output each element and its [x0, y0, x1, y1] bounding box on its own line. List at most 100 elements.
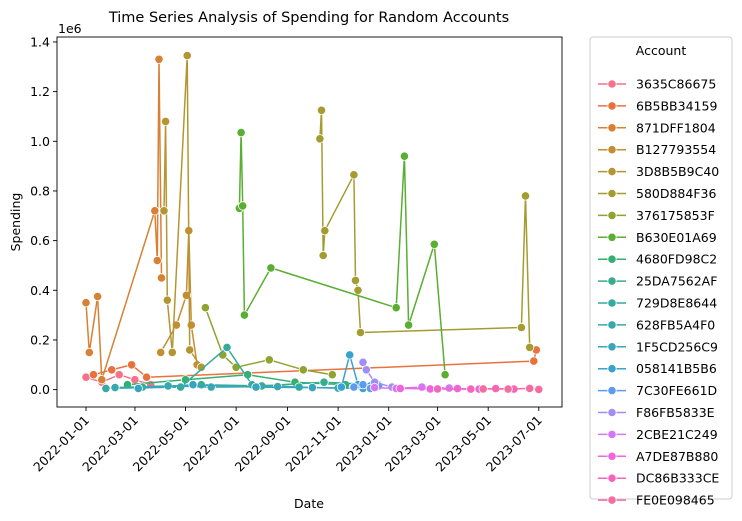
data-point-15-1	[361, 365, 371, 375]
legend: Account 3635C86675 6B5BB34159 871DFF1804 B1…	[589, 36, 733, 508]
data-point-7-1	[236, 128, 246, 138]
legend-label-19: FE0E098465	[636, 493, 715, 508]
chart-title: Time Series Analysis of Spending for Ran…	[108, 10, 509, 26]
legend-label-5: 580D884F36	[636, 186, 716, 201]
series-line-5	[319, 109, 531, 348]
x-axis-label: Date	[294, 496, 324, 511]
data-point-2-5	[152, 255, 162, 266]
y-axis: 0.0 0.2 0.4 0.6 0.8 1.0 1.2 1.4	[30, 34, 57, 397]
data-point-5-7	[355, 327, 366, 338]
y-tick-label-6: 1.2	[30, 84, 50, 99]
data-point-4-4	[182, 50, 192, 61]
legend-marker-18	[607, 473, 617, 483]
legend-label-11: 628FB5A4F0	[636, 317, 715, 332]
legend-marker-8	[607, 254, 617, 264]
data-point-2-1	[84, 347, 94, 357]
data-point-12-0	[133, 383, 143, 393]
data-point-6-5	[327, 370, 337, 380]
legend-marker-9	[607, 276, 617, 286]
x-axis: 2022-01-012022-03-012022-05-012022-07-01…	[30, 407, 545, 474]
data-point-5-5	[350, 275, 361, 285]
data-point-5-0	[315, 134, 325, 144]
data-point-5-3	[320, 226, 330, 236]
legend-frame	[589, 36, 733, 500]
data-point-4-2	[162, 295, 172, 305]
legend-marker-7	[607, 232, 617, 242]
data-point-5-6	[353, 285, 363, 295]
data-point-18-0	[432, 384, 443, 394]
series-line-7	[238, 131, 446, 375]
data-point-14-1	[358, 380, 368, 390]
legend-label-2: 871DFF1804	[636, 120, 716, 135]
legend-label-1: 6B5BB34159	[636, 98, 717, 113]
legend-label-0: 3635C86675	[636, 77, 716, 92]
y-tick-label-2: 0.4	[30, 283, 50, 298]
data-point-3-4	[186, 320, 196, 330]
data-point-12-3	[307, 382, 317, 393]
legend-marker-6	[607, 210, 617, 220]
data-point-4-1	[161, 116, 171, 127]
data-point-2-2	[93, 291, 103, 302]
y-offset-label: 1e6	[58, 21, 82, 36]
data-point-2-3	[97, 375, 107, 385]
y-tick-label-7: 1.4	[30, 34, 50, 49]
y-tick-label-0: 0.0	[30, 382, 50, 397]
data-point-11-0	[110, 382, 120, 393]
data-point-1-2	[127, 360, 137, 370]
legend-title: Account	[636, 43, 687, 58]
data-point-10-1	[176, 382, 186, 392]
legend-marker-4	[607, 167, 617, 177]
data-point-5-4	[349, 170, 359, 180]
data-point-3-0	[156, 347, 166, 357]
data-point-7-5	[391, 303, 401, 313]
data-point-5-8	[516, 322, 527, 333]
y-tick-label-4: 0.8	[30, 183, 50, 198]
data-point-14-0	[349, 382, 359, 392]
data-point-6-4	[298, 365, 308, 375]
legend-label-13: 058141B5B6	[636, 361, 717, 376]
y-tick-label-5: 1.0	[30, 134, 50, 149]
data-point-13-0	[336, 382, 346, 392]
data-point-7-3	[239, 310, 249, 320]
legend-label-18: DC86B333CE	[636, 471, 719, 486]
legend-marker-2	[607, 123, 617, 133]
data-point-4-6	[196, 362, 206, 372]
data-point-7-2	[238, 201, 248, 211]
data-point-2-6	[154, 54, 164, 64]
legend-marker-13	[607, 364, 617, 374]
data-point-12-2	[251, 382, 261, 392]
legend-marker-17	[607, 451, 617, 461]
legend-marker-14	[607, 385, 617, 396]
data-point-15-0	[358, 357, 368, 367]
data-point-5-9	[520, 191, 531, 201]
legend-label-14: 7C30FE661D	[636, 383, 717, 398]
data-point-5-2	[318, 250, 328, 261]
data-point-0-2	[114, 370, 124, 380]
legend-marker-10	[607, 298, 617, 308]
data-point-5-10	[525, 342, 535, 352]
series-line-6	[204, 307, 333, 376]
legend-label-6: 376175853F	[636, 208, 715, 223]
data-point-2-7	[156, 273, 167, 283]
data-point-16-0	[369, 382, 380, 393]
data-point-0-3	[130, 375, 140, 385]
data-point-1-3	[142, 372, 152, 382]
legend-marker-5	[607, 188, 617, 199]
legend-label-16: 2CBE21C249	[636, 427, 718, 442]
data-point-18-1	[466, 384, 476, 394]
legend-label-4: 3D8B5B9C40	[636, 164, 719, 179]
data-point-7-8	[429, 239, 439, 249]
legend-marker-0	[607, 79, 617, 89]
legend-label-8: 4680FD98C2	[636, 252, 717, 267]
y-tick-label-1: 0.2	[30, 332, 50, 347]
legend-marker-1	[607, 101, 617, 111]
legend-marker-11	[607, 320, 617, 330]
series-line-4	[163, 54, 202, 368]
legend-label-7: B630E01A69	[636, 230, 717, 245]
data-point-16-2	[417, 382, 427, 392]
legend-marker-3	[607, 145, 617, 155]
y-tick-label-3: 0.6	[30, 233, 50, 248]
legend-marker-19	[607, 495, 617, 505]
data-point-7-7	[403, 320, 414, 330]
